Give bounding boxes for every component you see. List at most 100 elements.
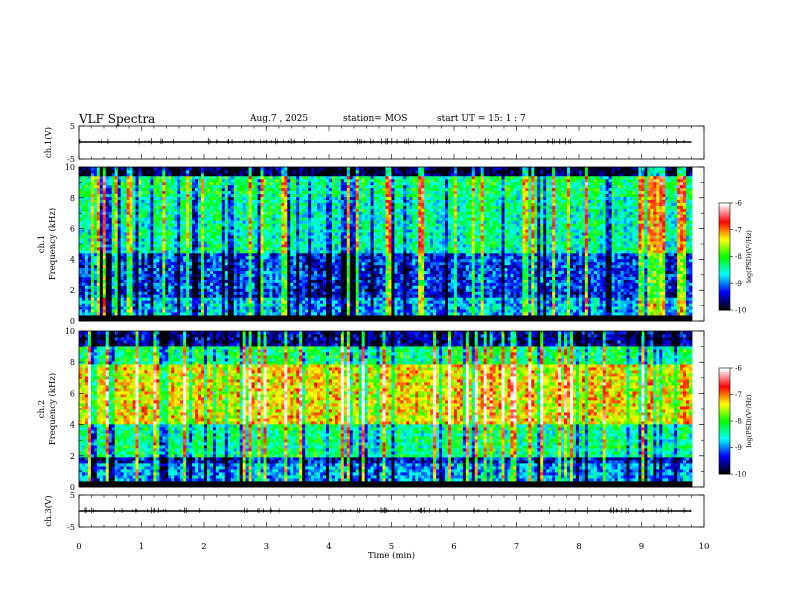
spectrogram-cell	[328, 226, 333, 230]
spectrogram-cell	[340, 267, 345, 272]
spectrogram-cell	[135, 178, 139, 183]
spectrogram-cell	[111, 258, 116, 263]
spectrogram-cell	[308, 211, 312, 215]
spectrogram-cell	[224, 297, 229, 301]
spectrogram-cell	[278, 214, 282, 218]
spectrogram-cell	[206, 276, 211, 280]
spectrogram-cell	[361, 285, 366, 289]
spectrogram-cell	[135, 249, 139, 254]
spectrogram-cell	[156, 273, 160, 277]
spectrogram-cell	[126, 167, 130, 171]
spectrogram-cell	[325, 258, 330, 263]
spectrogram-cell	[114, 282, 119, 286]
spectrogram-cell	[218, 220, 223, 224]
spectrogram-cell	[317, 199, 321, 203]
spectrogram-cell	[120, 258, 125, 263]
spectrogram-cell	[239, 297, 244, 301]
spectrogram-cell	[171, 270, 175, 275]
spectrogram-cell	[349, 244, 354, 248]
spectrogram-cell	[114, 187, 119, 192]
spectrogram-cell	[254, 288, 258, 292]
spectrogram-cell	[275, 252, 279, 257]
spectrogram-cell	[192, 264, 196, 269]
spectrogram-cell	[165, 187, 169, 192]
spectrogram-cell	[132, 190, 136, 195]
spectrogram-cell	[328, 229, 333, 233]
spectrogram-cell	[260, 241, 264, 245]
spectrogram-cell	[278, 229, 282, 233]
spectrogram-cell	[135, 288, 139, 292]
spectrogram-cell	[305, 178, 309, 183]
spectrogram-cell	[203, 288, 208, 292]
spectrogram-cell	[123, 226, 128, 230]
spectrogram-cell	[135, 217, 139, 221]
spectrogram-cell	[102, 167, 107, 171]
spectrogram-cell	[102, 300, 107, 304]
spectrogram-cell	[209, 279, 214, 283]
spectrogram-cell	[242, 175, 247, 180]
spectrogram-cell	[84, 217, 89, 221]
spectrogram-cell	[96, 255, 101, 260]
spectrogram-cell	[230, 223, 235, 227]
spectrogram-cell	[174, 229, 178, 233]
spectrogram-cell	[93, 285, 98, 289]
spectrogram-cell	[201, 223, 205, 227]
spectrogram-cell	[227, 187, 232, 192]
spectrogram-cell	[242, 309, 247, 313]
spectrogram-cell	[320, 267, 324, 272]
spectrogram-cell	[201, 205, 205, 209]
spectrogram-cell	[251, 315, 255, 319]
spectrogram-cell	[355, 235, 360, 239]
spectrogram-cell	[212, 273, 217, 277]
spectrogram-cell	[153, 294, 157, 298]
spectrogram-cell	[299, 223, 303, 227]
spectrogram-cell	[302, 181, 306, 186]
spectrogram-cell	[150, 175, 154, 180]
spectrogram-cell	[337, 255, 342, 260]
spectrogram-cell	[201, 264, 205, 269]
spectrogram-cell	[361, 303, 366, 307]
spectrogram-cell	[352, 169, 357, 174]
spectrogram-cell	[129, 294, 133, 298]
spectrogram-cell	[337, 167, 342, 171]
spectrogram-cell	[311, 238, 315, 242]
spectrogram-cell	[141, 184, 145, 189]
spectrogram-cell	[308, 315, 312, 319]
spectrogram-cell	[174, 175, 178, 180]
spectrogram-cell	[84, 196, 89, 200]
spectrogram-cell	[189, 258, 193, 263]
spectrogram-cell	[144, 306, 148, 310]
spectrogram-cell	[206, 318, 211, 322]
spectrogram-cell	[257, 294, 261, 298]
spectrogram-cell	[201, 303, 205, 307]
spectrogram-cell	[90, 211, 95, 215]
spectrogram-cell	[168, 217, 172, 221]
spectrogram-cell	[290, 196, 294, 200]
spectrogram-cell	[254, 303, 258, 307]
spectrogram-cell	[129, 318, 133, 322]
spectrogram-cell	[248, 184, 252, 189]
spectrogram-cell	[215, 249, 220, 254]
spectrogram-cell	[230, 214, 235, 218]
spectrogram-cell	[203, 193, 208, 198]
spectrogram-cell	[144, 264, 148, 269]
spectrogram-cell	[308, 202, 312, 206]
spectrogram-cell	[320, 202, 324, 206]
spectrogram-cell	[99, 294, 104, 298]
spectrogram-cell	[352, 297, 357, 301]
spectrogram-cell	[201, 252, 205, 257]
spectrogram-cell	[221, 255, 226, 260]
spectrogram-cell	[105, 232, 110, 236]
spectrogram-cell	[254, 267, 258, 272]
spectrogram-cell	[114, 297, 119, 301]
spectrogram-cell	[129, 184, 133, 189]
spectrogram-cell	[334, 276, 339, 280]
spectrogram-cell	[328, 205, 333, 209]
spectrogram-cell	[120, 181, 125, 186]
spectrogram-cell	[114, 306, 119, 310]
spectrogram-cell	[192, 318, 196, 322]
spectrogram-cell	[79, 279, 83, 283]
spectrogram-cell	[287, 294, 291, 298]
spectrogram-cell	[168, 291, 172, 295]
spectrogram-cell	[361, 276, 366, 280]
